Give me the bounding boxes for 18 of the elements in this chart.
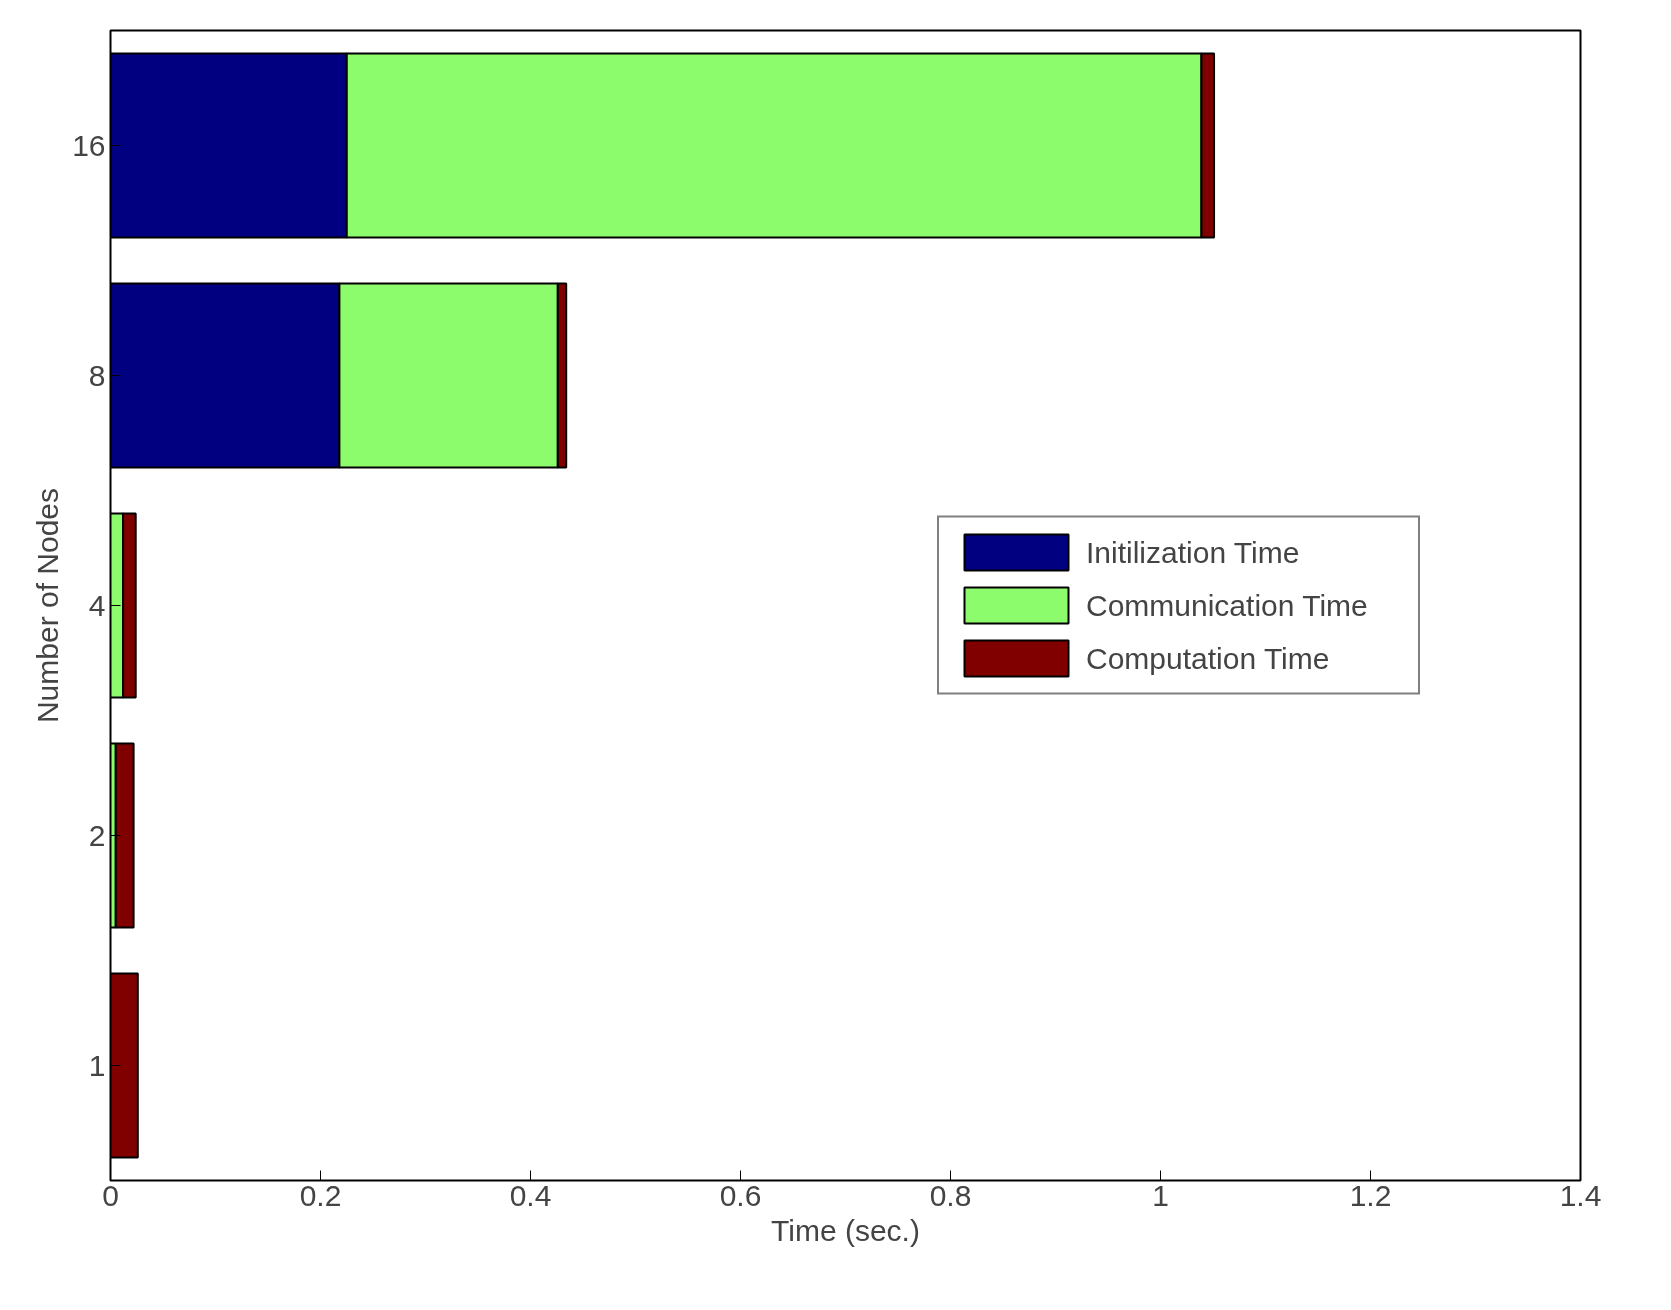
- y-tick-label: 2: [88, 818, 106, 852]
- legend-label: Communication Time: [1086, 588, 1369, 622]
- y-axis-title: Number of Nodes: [31, 487, 65, 724]
- x-tick-label: 0.4: [509, 1178, 552, 1212]
- y-tick-label: 8: [88, 358, 106, 392]
- x-tick-label: 0.6: [719, 1178, 762, 1212]
- y-tick-label: 4: [88, 588, 106, 622]
- y-tick-label: 1: [88, 1048, 106, 1082]
- x-tick-label: 1.4: [1559, 1178, 1602, 1212]
- x-tick-label: 0.2: [299, 1178, 342, 1212]
- x-tick-label: 0: [102, 1178, 119, 1212]
- x-tick-label: 0.8: [929, 1178, 972, 1212]
- legend-label: Computation Time: [1086, 641, 1331, 675]
- legend-label: Initilization Time: [1086, 535, 1301, 569]
- x-axis-title: Time (sec.): [771, 1213, 920, 1247]
- x-tick-label: 1.2: [1349, 1178, 1392, 1212]
- y-tick-label: 16: [72, 128, 106, 162]
- x-tick-label: 1: [1152, 1178, 1169, 1212]
